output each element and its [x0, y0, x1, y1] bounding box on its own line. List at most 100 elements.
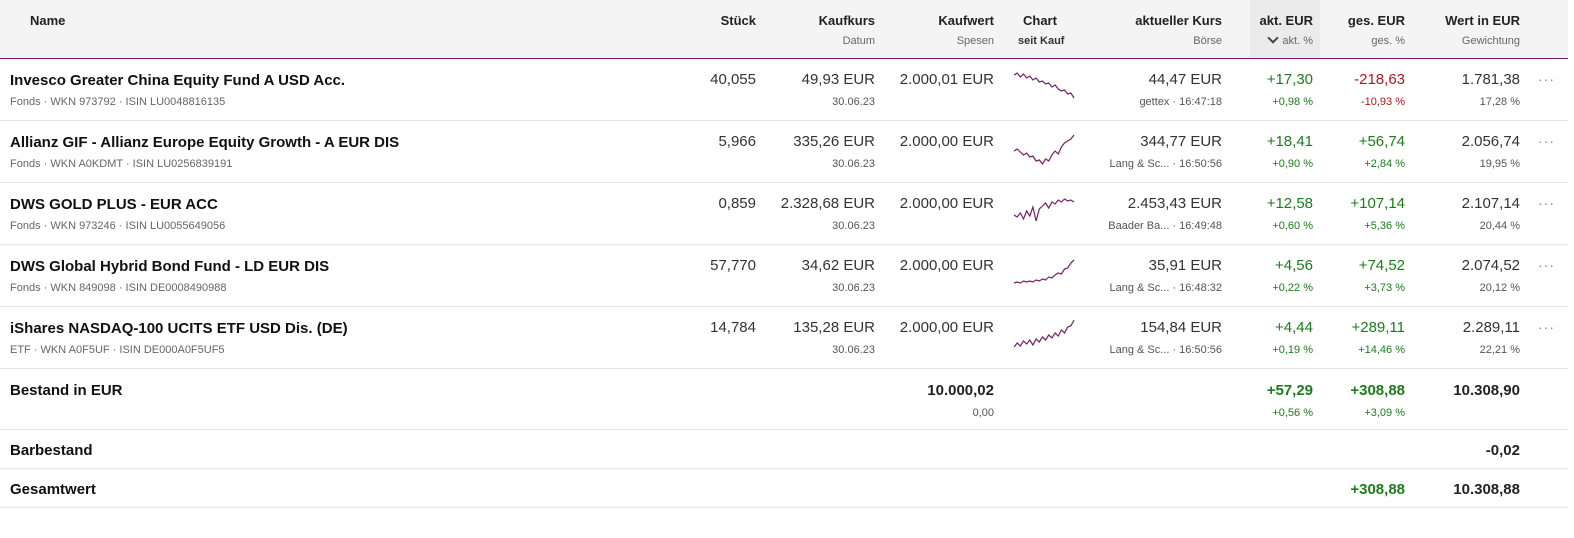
position-boerse: Lang & Sc... · 16:48:32 [1109, 282, 1222, 294]
position-name[interactable]: Allianz GIF - Allianz Europe Equity Grow… [10, 134, 400, 151]
col-seit-kauf: seit Kauf [1018, 35, 1065, 47]
barbestand-row: Barbestand -0,02 [0, 430, 1568, 469]
col-akt-pct-label: akt. % [1282, 35, 1313, 47]
col-gewichtung[interactable]: Gewichtung [1461, 35, 1520, 47]
gesamt-wert: 10.308,88 [1453, 481, 1520, 498]
position-kurs: 154,84 EUR [1140, 319, 1222, 336]
barbestand-wert: -0,02 [1485, 442, 1520, 459]
bestand-spesen: 0,00 [972, 407, 994, 419]
position-akt-eur: +12,58 [1266, 195, 1313, 212]
bestand-kaufwert: 10.000,02 [927, 382, 994, 399]
gesamt-label: Gesamtwert [10, 481, 96, 498]
position-akt-pct: +0,98 % [1272, 96, 1313, 108]
position-stueck: 14,784 [710, 319, 756, 336]
position-ges-pct: +5,36 % [1364, 220, 1405, 232]
position-kaufwert: 2.000,01 EUR [899, 71, 994, 88]
gesamt-row: Gesamtwert +308,88 10.308,88 [0, 469, 1568, 508]
position-gewichtung: 19,95 % [1479, 158, 1520, 170]
col-akt-pct[interactable]: akt. % [1267, 32, 1313, 47]
col-kaufwert[interactable]: Kaufwert [938, 13, 994, 28]
more-icon[interactable]: ··· [1538, 133, 1555, 149]
position-ges-eur: +107,14 [1350, 195, 1405, 212]
position-name[interactable]: iShares NASDAQ-100 UCITS ETF USD Dis. (D… [10, 320, 348, 337]
col-boerse[interactable]: Börse [1193, 35, 1222, 47]
position-meta: Fonds · WKN A0KDMT · ISIN LU0256839191 [10, 158, 233, 170]
sparkline-chart[interactable] [1013, 191, 1075, 227]
col-wert[interactable]: Wert in EUR [1445, 13, 1520, 28]
position-boerse: Lang & Sc... · 16:50:56 [1109, 158, 1222, 170]
table-header: Name Stück Kaufkurs Datum Kaufwert Spese… [0, 0, 1568, 59]
position-boerse: Lang & Sc... · 16:50:56 [1109, 344, 1222, 356]
position-datum: 30.06.23 [832, 220, 875, 232]
position-meta: Fonds · WKN 849098 · ISIN DE0008490988 [10, 282, 227, 294]
sparkline-line [1013, 259, 1075, 284]
position-kurs: 35,91 EUR [1148, 257, 1222, 274]
position-kaufwert: 2.000,00 EUR [899, 195, 994, 212]
col-spesen[interactable]: Spesen [956, 35, 994, 47]
position-wert: 1.781,38 [1461, 71, 1520, 88]
col-akt-eur[interactable]: akt. EUR [1259, 13, 1313, 28]
position-akt-eur: +4,44 [1275, 319, 1313, 336]
position-wert: 2.074,52 [1461, 257, 1520, 274]
position-stueck: 40,055 [710, 71, 756, 88]
position-meta: Fonds · WKN 973792 · ISIN LU0048816135 [10, 96, 226, 108]
table-row[interactable]: iShares NASDAQ-100 UCITS ETF USD Dis. (D… [0, 307, 1568, 369]
position-ges-pct: +3,73 % [1364, 282, 1405, 294]
more-icon[interactable]: ··· [1538, 71, 1555, 87]
bestand-akt-eur: +57,29 [1266, 382, 1313, 399]
col-ges-pct[interactable]: ges. % [1371, 35, 1405, 47]
position-akt-pct: +0,22 % [1272, 282, 1313, 294]
col-ges-eur[interactable]: ges. EUR [1347, 13, 1405, 28]
chevron-down-icon[interactable] [1267, 32, 1280, 44]
bestand-ges-eur: +308,88 [1350, 382, 1405, 399]
position-name[interactable]: Invesco Greater China Equity Fund A USD … [10, 72, 346, 89]
position-wert: 2.056,74 [1461, 133, 1520, 150]
position-akt-eur: +18,41 [1266, 133, 1313, 150]
position-datum: 30.06.23 [832, 96, 875, 108]
col-name[interactable]: Name [30, 13, 66, 28]
position-ges-eur: +74,52 [1358, 257, 1405, 274]
sparkline-line [1013, 319, 1075, 348]
position-kurs: 344,77 EUR [1140, 133, 1222, 150]
position-kurs: 2.453,43 EUR [1127, 195, 1222, 212]
table-row[interactable]: DWS Global Hybrid Bond Fund - LD EUR DIS… [0, 245, 1568, 307]
position-gewichtung: 17,28 % [1479, 96, 1520, 108]
col-datum[interactable]: Datum [842, 35, 875, 47]
position-name[interactable]: DWS Global Hybrid Bond Fund - LD EUR DIS [10, 258, 330, 275]
table-row[interactable]: DWS GOLD PLUS - EUR ACC Fonds · WKN 97324… [0, 183, 1568, 245]
sparkline-chart[interactable] [1013, 67, 1075, 103]
more-icon[interactable]: ··· [1538, 257, 1555, 273]
position-ges-pct: +2,84 % [1364, 158, 1405, 170]
position-kaufkurs: 335,26 EUR [793, 133, 875, 150]
position-ges-eur: +289,11 [1351, 319, 1405, 336]
sparkline-line [1013, 72, 1075, 99]
position-stueck: 0,859 [718, 195, 756, 212]
sparkline-line [1013, 134, 1075, 165]
position-akt-pct: +0,60 % [1272, 220, 1313, 232]
sparkline-chart[interactable] [1013, 315, 1075, 351]
position-kaufkurs: 135,28 EUR [793, 319, 875, 336]
table-row[interactable]: Invesco Greater China Equity Fund A USD … [0, 59, 1568, 121]
position-gewichtung: 20,12 % [1479, 282, 1520, 294]
sparkline-chart[interactable] [1013, 129, 1075, 165]
col-kaufkurs[interactable]: Kaufkurs [818, 13, 875, 28]
col-stueck[interactable]: Stück [720, 13, 756, 28]
col-aktueller-kurs[interactable]: aktueller Kurs [1135, 13, 1222, 28]
sparkline-line [1013, 198, 1075, 222]
position-kaufkurs: 49,93 EUR [801, 71, 875, 88]
sparkline-chart[interactable] [1013, 253, 1075, 289]
more-icon[interactable]: ··· [1538, 319, 1555, 335]
bestand-row: Bestand in EUR 10.000,02 0,00 +57,29 +0,… [0, 369, 1568, 430]
position-ges-pct: +14,46 % [1358, 344, 1405, 356]
position-datum: 30.06.23 [832, 282, 875, 294]
table-row[interactable]: Allianz GIF - Allianz Europe Equity Grow… [0, 121, 1568, 183]
position-kaufwert: 2.000,00 EUR [899, 257, 994, 274]
position-akt-pct: +0,90 % [1272, 158, 1313, 170]
bestand-akt-pct: +0,56 % [1272, 407, 1313, 419]
more-icon[interactable]: ··· [1538, 195, 1555, 211]
position-kaufkurs: 34,62 EUR [801, 257, 875, 274]
position-akt-eur: +17,30 [1266, 71, 1313, 88]
position-kurs: 44,47 EUR [1148, 71, 1222, 88]
position-ges-pct: -10,93 % [1360, 96, 1405, 108]
position-name[interactable]: DWS GOLD PLUS - EUR ACC [10, 196, 218, 213]
